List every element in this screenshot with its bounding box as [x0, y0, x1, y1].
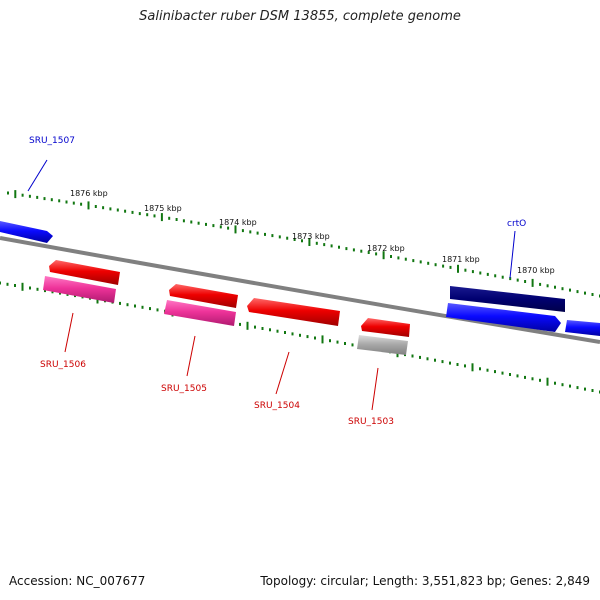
- scale-label-1870: 1870 kbp: [517, 266, 555, 275]
- scale-label-1872: 1872 kbp: [367, 244, 405, 253]
- scale-label-1874: 1874 kbp: [219, 218, 257, 227]
- gene-next-forward-arrow[interactable]: [565, 320, 600, 336]
- genome-backbone: [0, 236, 600, 344]
- gene-label-sru1507[interactable]: SRU_1507: [29, 136, 75, 146]
- gene-label-sru1506[interactable]: SRU_1506: [40, 360, 86, 370]
- leader-sru1504: [275, 351, 290, 395]
- gene-sru1507-arrow[interactable]: [0, 221, 53, 243]
- gene-sru1504-arrow[interactable]: [247, 298, 340, 326]
- scale-label-1873: 1873 kbp: [292, 232, 330, 241]
- gene-sru1505-arrow[interactable]: [169, 284, 238, 308]
- leader-crto: [509, 230, 516, 279]
- leader-sru1506: [64, 312, 74, 353]
- gene-label-crto[interactable]: crtO: [507, 219, 526, 229]
- gene-crto-cds-arrow[interactable]: [446, 303, 561, 332]
- gene-sru1506-arrow[interactable]: [49, 260, 120, 285]
- leader-sru1503: [371, 367, 379, 411]
- scale-label-1871: 1871 kbp: [442, 255, 480, 264]
- genome-summary: Topology: circular; Length: 3,551,823 bp…: [260, 574, 590, 588]
- gene-sru1503-arrow[interactable]: [361, 318, 410, 337]
- gene-label-sru1503[interactable]: SRU_1503: [348, 417, 394, 427]
- leader-sru1507: [27, 159, 48, 192]
- accession-label: Accession: NC_007677: [9, 574, 146, 588]
- leader-sru1505: [186, 335, 196, 377]
- gene-crto-arrow[interactable]: [450, 286, 565, 312]
- scale-label-1876: 1876 kbp: [70, 189, 108, 198]
- gene-label-sru1505[interactable]: SRU_1505: [161, 384, 207, 394]
- gene-sru1503-pseudo-arrow[interactable]: [357, 335, 408, 355]
- gene-label-sru1504[interactable]: SRU_1504: [254, 401, 300, 411]
- genome-title: Salinibacter ruber DSM 13855, complete g…: [139, 9, 461, 24]
- gene-sru1506-alt-arrow[interactable]: [43, 276, 116, 303]
- scale-label-1875: 1875 kbp: [144, 204, 182, 213]
- outer-scale-ticks: [7, 190, 600, 298]
- gene-sru1505-alt-arrow[interactable]: [164, 300, 236, 326]
